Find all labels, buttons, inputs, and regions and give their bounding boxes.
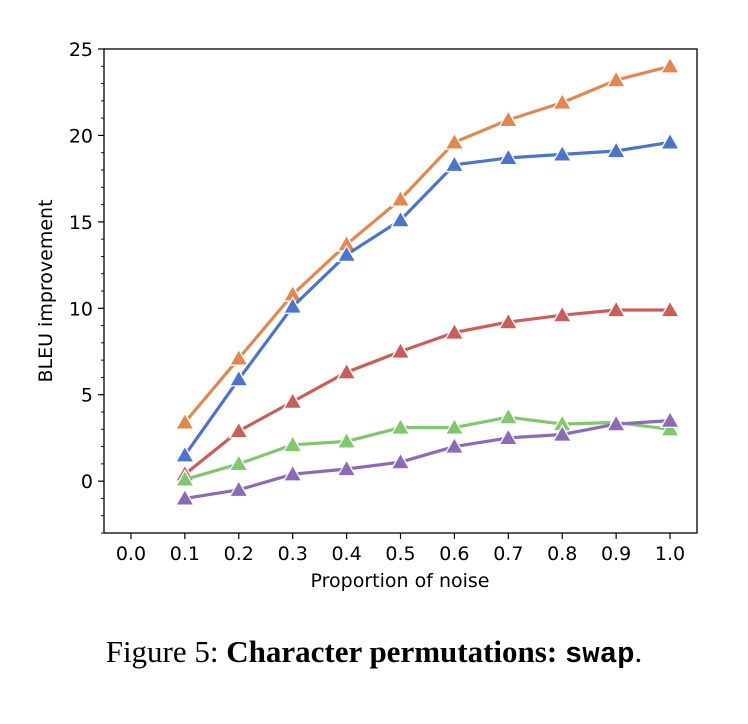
data-point (336, 458, 357, 477)
data-point (498, 406, 519, 425)
series-0 (174, 55, 681, 430)
y-tick-label: 25 (69, 39, 93, 61)
y-tick-label: 20 (69, 125, 93, 147)
x-tick-label: 0.6 (439, 543, 469, 565)
data-point (444, 322, 465, 340)
data-point (659, 55, 681, 74)
data-point (659, 410, 681, 429)
x-tick-label: 0.8 (547, 543, 577, 565)
data-point (174, 444, 195, 463)
data-point (659, 132, 681, 150)
data-point (174, 488, 195, 506)
series-line (184, 419, 671, 500)
data-point (444, 417, 465, 435)
data-point (659, 418, 681, 437)
series-line (183, 64, 671, 424)
data-point (282, 391, 303, 410)
data-point (336, 361, 357, 380)
data-point (444, 154, 465, 173)
data-point (228, 348, 249, 366)
data-point (444, 436, 465, 454)
series-1 (174, 132, 681, 463)
caption-prefix: Figure 5: (105, 634, 227, 669)
data-point (498, 311, 519, 330)
data-point (282, 463, 303, 482)
data-point (228, 453, 249, 472)
data-point (498, 427, 519, 446)
data-point (498, 147, 519, 166)
data-point (552, 304, 573, 323)
series-line (183, 308, 670, 476)
series-line (184, 415, 671, 481)
x-tick-label: 0.9 (601, 543, 631, 565)
data-point (390, 341, 411, 359)
data-point (336, 431, 357, 449)
data-point (336, 244, 357, 263)
series-3 (174, 406, 681, 487)
figure-caption: Figure 5: Character permutations: swap. (0, 634, 748, 671)
x-tick-label: 0.4 (331, 543, 361, 565)
data-point (390, 189, 411, 207)
y-axis-label: BLEU improvement (35, 199, 57, 382)
data-point (606, 299, 627, 318)
data-point (552, 92, 573, 110)
y-tick-label: 0 (81, 471, 93, 493)
data-point (282, 434, 303, 453)
data-point (174, 469, 195, 487)
caption-bold: Character permutations: swap (226, 634, 635, 671)
data-point (228, 479, 249, 498)
data-point (659, 299, 681, 318)
x-tick-label: 0.1 (170, 543, 200, 565)
x-tick-label: 0.7 (493, 543, 523, 565)
data-point (606, 140, 627, 159)
data-point (606, 413, 627, 432)
series-4 (174, 410, 681, 506)
x-tick-label: 0.2 (224, 543, 254, 565)
y-tick-label: 5 (81, 385, 93, 407)
caption-code: swap (564, 638, 635, 671)
data-point (390, 209, 411, 228)
data-point (228, 368, 249, 387)
y-tick-label: 15 (69, 212, 93, 234)
data-point (174, 412, 195, 430)
data-point (444, 132, 465, 150)
data-point (552, 424, 573, 442)
x-tick-label: 0.0 (116, 543, 146, 565)
x-tick-label: 1.0 (655, 543, 685, 565)
x-axis-label: Proportion of noise (311, 570, 490, 592)
data-point (282, 296, 303, 314)
data-point (390, 451, 411, 470)
data-point (390, 417, 411, 435)
x-tick-label: 0.5 (385, 543, 415, 565)
caption-suffix: . (634, 634, 643, 669)
data-point (498, 109, 519, 128)
data-point (228, 420, 249, 439)
caption-bold-text: Character permutations: (226, 634, 565, 669)
y-tick-label: 10 (69, 298, 93, 320)
data-point (606, 69, 627, 88)
data-point (552, 144, 573, 162)
chart: 0.0 0.1 0.2 0.3 0.4 0.5 0.6 0.7 0.8 0.9 1.0 0 5 10 15 2… (35, 39, 698, 592)
x-tick-label: 0.3 (278, 543, 308, 565)
series-line (183, 140, 671, 457)
